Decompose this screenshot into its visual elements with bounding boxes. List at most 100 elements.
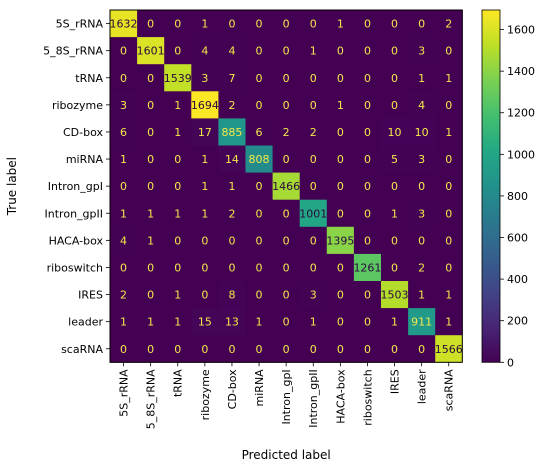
heatmap-cell	[299, 199, 328, 228]
heatmap-cell	[353, 281, 382, 309]
cell-value-label: 0	[256, 45, 263, 58]
cell-value-label: 0	[283, 99, 290, 112]
heatmap-cell	[272, 145, 301, 173]
cell-value-label: 0	[445, 261, 452, 274]
heatmap-cell	[137, 335, 165, 363]
cell-value-label: 0	[256, 99, 263, 112]
heatmap-cell	[218, 118, 246, 146]
heatmap-cell	[164, 308, 192, 336]
heatmap-cell	[164, 91, 192, 119]
cell-value-label: 1466	[272, 180, 300, 193]
cell-value-label: 0	[174, 180, 181, 193]
cell-value-label: 0	[147, 180, 154, 193]
heatmap-cell	[408, 308, 436, 336]
cell-value-label: 4	[120, 234, 127, 247]
y-tick-label: CD-box	[63, 126, 103, 139]
heatmap-cell	[435, 37, 463, 65]
heatmap-cell	[353, 145, 382, 173]
cell-value-label: 0	[364, 126, 371, 139]
heatmap-cell	[110, 118, 138, 146]
cell-value-label: 3	[418, 153, 425, 166]
cell-value-label: 0	[147, 261, 154, 274]
cell-value-label: 14	[225, 153, 239, 166]
heatmap-cell	[164, 145, 192, 173]
heatmap-cell	[408, 145, 436, 173]
heatmap-cell	[191, 145, 219, 173]
heatmap-cell	[137, 226, 165, 255]
cell-value-label: 808	[249, 153, 270, 166]
heatmap-cell	[299, 281, 328, 309]
heatmap-cell	[164, 10, 192, 38]
heatmap-cell	[299, 118, 328, 146]
cell-value-label: 0	[364, 180, 371, 193]
cell-value-label: 0	[391, 180, 398, 193]
heatmap-cell	[164, 118, 192, 146]
cell-value-label: 0	[201, 234, 208, 247]
cell-value-label: 0	[337, 207, 344, 220]
heatmap-cell	[218, 226, 246, 255]
heatmap-cell	[218, 335, 246, 363]
cell-value-label: 8	[228, 289, 235, 302]
cell-value-label: 0	[283, 289, 290, 302]
cell-value-label: 1	[310, 316, 317, 329]
cell-value-label: 0	[337, 153, 344, 166]
cell-value-label: 1	[174, 207, 181, 220]
heatmap-cell	[245, 335, 273, 363]
heatmap-cell	[381, 37, 409, 65]
cell-value-label: 1	[391, 316, 398, 329]
heatmap-cell	[110, 308, 138, 336]
cell-value-label: 1	[174, 99, 181, 112]
cell-value-label: 0	[147, 126, 154, 139]
heatmap-cell	[326, 172, 355, 201]
cell-value-label: 2	[445, 18, 452, 31]
heatmap-cell	[218, 172, 246, 201]
heatmap-cell	[408, 172, 436, 201]
heatmap-cells	[110, 10, 463, 363]
cell-value-label: 0	[283, 234, 290, 247]
cell-value-label: 0	[201, 289, 208, 302]
heatmap-cell	[218, 199, 246, 228]
heatmap-cell	[218, 145, 246, 173]
heatmap-cell	[191, 118, 219, 146]
cell-value-label: 1	[391, 207, 398, 220]
heatmap-cell	[381, 172, 409, 201]
heatmap-cell	[164, 226, 192, 255]
cell-value-label: 0	[445, 234, 452, 247]
cell-value-label: 1	[337, 18, 344, 31]
heatmap-cell	[191, 335, 219, 363]
heatmap-cell	[191, 226, 219, 255]
cell-value-label: 0	[391, 261, 398, 274]
heatmap-cell	[326, 335, 355, 363]
heatmap-cell	[164, 253, 192, 282]
heatmap-cell	[191, 281, 219, 309]
cell-value-label: 0	[364, 45, 371, 58]
cell-value-label: 0	[418, 234, 425, 247]
cell-value-label: 0	[364, 207, 371, 220]
cell-value-label: 1261	[353, 261, 381, 274]
heatmap-cell	[218, 308, 246, 336]
cell-value-label: 1	[201, 180, 208, 193]
cell-value-label: 1	[174, 316, 181, 329]
cell-value-label: 1	[256, 316, 263, 329]
cell-value-label: 0	[364, 153, 371, 166]
cell-value-label: 1	[445, 72, 452, 85]
cell-value-label: 0	[174, 45, 181, 58]
heatmap-cell	[272, 118, 301, 146]
cell-value-label: 0	[228, 18, 235, 31]
cell-value-label: 0	[445, 45, 452, 58]
heatmap-cell	[326, 10, 355, 38]
cell-value-label: 0	[337, 180, 344, 193]
heatmap-cell	[245, 253, 273, 282]
heatmap-cell	[245, 308, 273, 336]
cell-value-label: 4	[418, 99, 425, 112]
cell-value-label: 1	[201, 153, 208, 166]
x-tick-label: 5_8S_rRNA	[145, 369, 158, 429]
heatmap-cell	[326, 308, 355, 336]
cell-value-label: 1	[147, 234, 154, 247]
cell-value-label: 2	[228, 207, 235, 220]
cell-value-label: 0	[256, 234, 263, 247]
x-tick-label: Intron_gpI	[280, 369, 293, 424]
cell-value-label: 0	[445, 153, 452, 166]
heatmap-cell	[381, 253, 409, 282]
x-axis-ticks: 5S_rRNA 5_8S_rRNA tRNA ribozyme CD-box miRNA I…	[118, 362, 456, 429]
